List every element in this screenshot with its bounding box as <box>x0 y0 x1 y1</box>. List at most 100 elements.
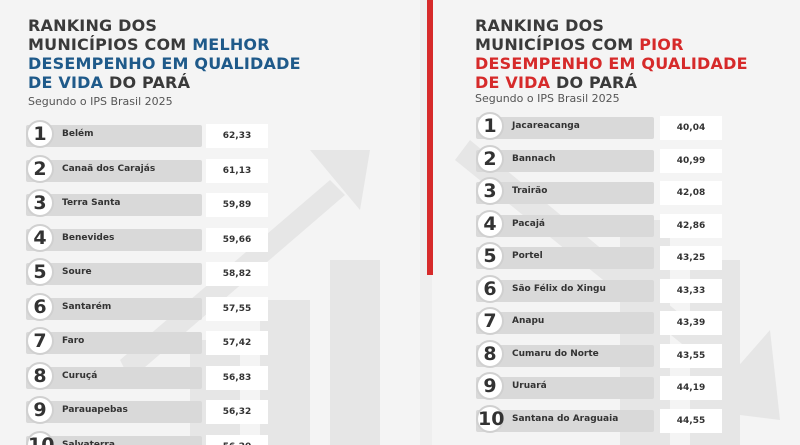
ranking-row: 9 Uruará 44,19 <box>476 372 722 400</box>
municipality-name: Pacajá <box>512 218 545 229</box>
row-bar <box>26 401 202 423</box>
ips-score: 56,83 <box>206 365 268 390</box>
municipality-name: São Félix do Xingu <box>512 283 606 294</box>
ranking-row: 3 Trairão 42,08 <box>476 177 722 205</box>
title-highlight: MELHOR <box>192 35 270 54</box>
municipality-name: Salvaterra <box>62 439 115 445</box>
ips-score: 56,20 <box>206 434 268 445</box>
row-bar <box>476 182 654 204</box>
rank-badge: 10 <box>476 404 504 433</box>
rank-badge: 9 <box>476 372 504 400</box>
ranking-row: 2 Bannach 40,99 <box>476 144 722 173</box>
right-title: RANKING DOS MUNICÍPIOS COM PIOR DESEMPEN… <box>475 16 748 92</box>
municipality-name: Parauapebas <box>62 405 128 415</box>
rank-badge: 2 <box>26 154 54 183</box>
ips-score: 43,33 <box>660 278 722 303</box>
ranking-row: 8 Cumaru do Norte 43,55 <box>476 339 722 368</box>
rank-badge: 4 <box>26 223 54 252</box>
municipality-name: Jacareacanga <box>512 121 580 131</box>
municipality-name: Canaã dos Carajás <box>62 163 156 174</box>
title-highlight: PIOR <box>639 35 684 54</box>
ranking-row: 6 São Félix do Xingu 43,33 <box>476 274 722 303</box>
municipality-name: Soure <box>62 267 92 277</box>
row-bar <box>26 435 202 445</box>
title-highlight: DE VIDA <box>28 73 104 92</box>
municipality-name: Benevides <box>62 232 115 243</box>
row-bar <box>26 125 202 147</box>
title-text: DO PARÁ <box>555 73 638 92</box>
row-bar <box>26 159 202 182</box>
ips-score: 44,19 <box>660 376 722 400</box>
ips-score: 61,13 <box>206 158 268 183</box>
ips-score: 43,55 <box>660 343 722 368</box>
ranking-row: 4 Benevides 59,66 <box>26 223 268 252</box>
rank-badge: 8 <box>476 339 504 368</box>
ips-score: 59,89 <box>206 193 268 217</box>
ips-score: 42,86 <box>660 213 722 238</box>
title-text: MUNICÍPIOS COM <box>28 35 187 54</box>
ranking-row: 10 Santana do Araguaia 44,55 <box>476 404 722 433</box>
ips-score: 40,04 <box>660 116 722 140</box>
row-bar <box>26 194 202 216</box>
title-text: RANKING DOS <box>28 16 158 35</box>
row-bar <box>26 297 202 320</box>
municipality-name: Anapu <box>512 316 545 326</box>
title-text: DO PARÁ <box>108 73 191 92</box>
municipality-name: Curuçá <box>62 370 98 381</box>
row-bar <box>26 228 202 251</box>
rank-badge: 7 <box>26 327 54 355</box>
ips-score: 59,66 <box>206 227 268 252</box>
rank-badge: 8 <box>26 361 54 390</box>
rank-badge: 5 <box>26 258 54 286</box>
municipality-name: Bannach <box>512 153 556 164</box>
rank-badge: 1 <box>26 120 54 148</box>
rank-badge: 3 <box>26 189 54 217</box>
municipality-name: Uruará <box>512 381 547 391</box>
ips-score: 40,99 <box>660 148 722 173</box>
rank-badge: 3 <box>476 177 504 205</box>
municipality-name: Santana do Araguaia <box>512 413 619 424</box>
row-bar <box>476 149 654 172</box>
ranking-row: 7 Anapu 43,39 <box>476 307 722 335</box>
left-title: RANKING DOS MUNICÍPIOS COM MELHOR DESEMP… <box>28 16 301 92</box>
ips-score: 43,39 <box>660 311 722 335</box>
row-bar <box>26 263 202 285</box>
municipality-name: Trairão <box>512 186 548 196</box>
row-bar <box>26 366 202 389</box>
ranking-row: 5 Portel 43,25 <box>476 242 722 270</box>
municipality-name: Santarém <box>62 301 112 312</box>
rank-badge: 1 <box>476 112 504 140</box>
left-subtitle: Segundo o IPS Brasil 2025 <box>28 95 173 108</box>
title-highlight: DESEMPENHO EM QUALIDADE <box>28 54 301 73</box>
ips-score: 44,55 <box>660 408 722 433</box>
ips-score: 43,25 <box>660 246 722 270</box>
row-bar <box>476 279 654 302</box>
rank-badge: 4 <box>476 209 504 238</box>
municipality-name: Faro <box>62 336 85 346</box>
row-bar <box>476 247 654 269</box>
row-bar <box>476 312 654 334</box>
rank-badge: 6 <box>476 274 504 303</box>
ranking-row: 1 Belém 62,33 <box>26 120 268 148</box>
title-text: MUNICÍPIOS COM <box>475 35 634 54</box>
rank-badge: 10 <box>26 430 54 445</box>
rank-badge: 5 <box>476 242 504 270</box>
row-bar <box>476 214 654 237</box>
ips-score: 57,55 <box>206 296 268 321</box>
title-highlight: DE VIDA <box>475 73 551 92</box>
rank-badge: 2 <box>476 144 504 173</box>
row-bar <box>476 344 654 367</box>
rank-badge: 6 <box>26 292 54 321</box>
ips-score: 62,33 <box>206 124 268 148</box>
ips-score: 56,32 <box>206 400 268 424</box>
row-bar <box>476 117 654 139</box>
municipality-name: Belém <box>62 129 94 139</box>
ranking-row: 7 Faro 57,42 <box>26 327 268 355</box>
ranking-row: 2 Canaã dos Carajás 61,13 <box>26 154 268 183</box>
right-subtitle: Segundo o IPS Brasil 2025 <box>475 92 620 105</box>
ranking-row: 6 Santarém 57,55 <box>26 292 268 321</box>
ranking-row: 5 Soure 58,82 <box>26 258 268 286</box>
municipality-name: Portel <box>512 251 543 261</box>
ips-score: 57,42 <box>206 331 268 355</box>
